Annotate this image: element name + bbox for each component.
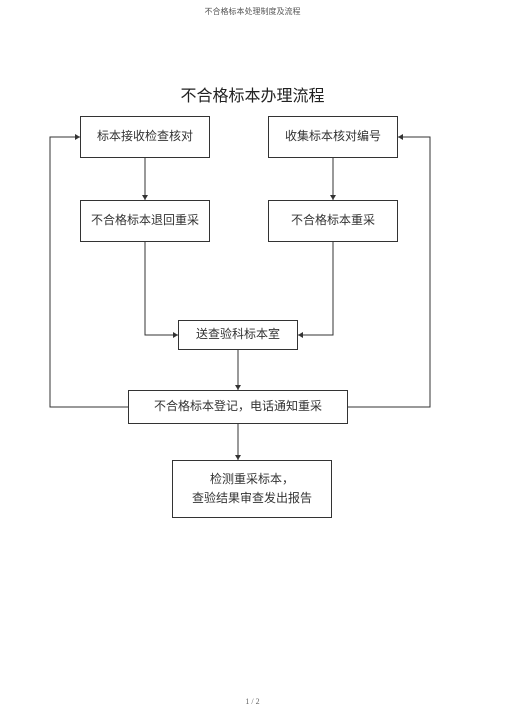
page: 不合格标本处理制度及流程 不合格标本办理流程 标本接收检查核对收集标本核对编号不… <box>0 0 505 714</box>
flow-node-n3: 不合格标本退回重采 <box>80 200 210 242</box>
flowchart-title: 不合格标本办理流程 <box>0 82 505 106</box>
flow-node-n5: 送查验科标本室 <box>178 320 298 350</box>
flow-node-n1: 标本接收检查核对 <box>80 116 210 158</box>
page-header: 不合格标本处理制度及流程 <box>0 6 505 17</box>
flowchart-edges <box>0 0 505 714</box>
flow-node-n4: 不合格标本重采 <box>268 200 398 242</box>
page-footer: 1 / 2 <box>0 697 505 706</box>
flow-node-n7: 检测重采标本， 查验结果审查发出报告 <box>172 460 332 518</box>
flow-node-n2: 收集标本核对编号 <box>268 116 398 158</box>
flow-node-n6: 不合格标本登记，电话通知重采 <box>128 390 348 424</box>
